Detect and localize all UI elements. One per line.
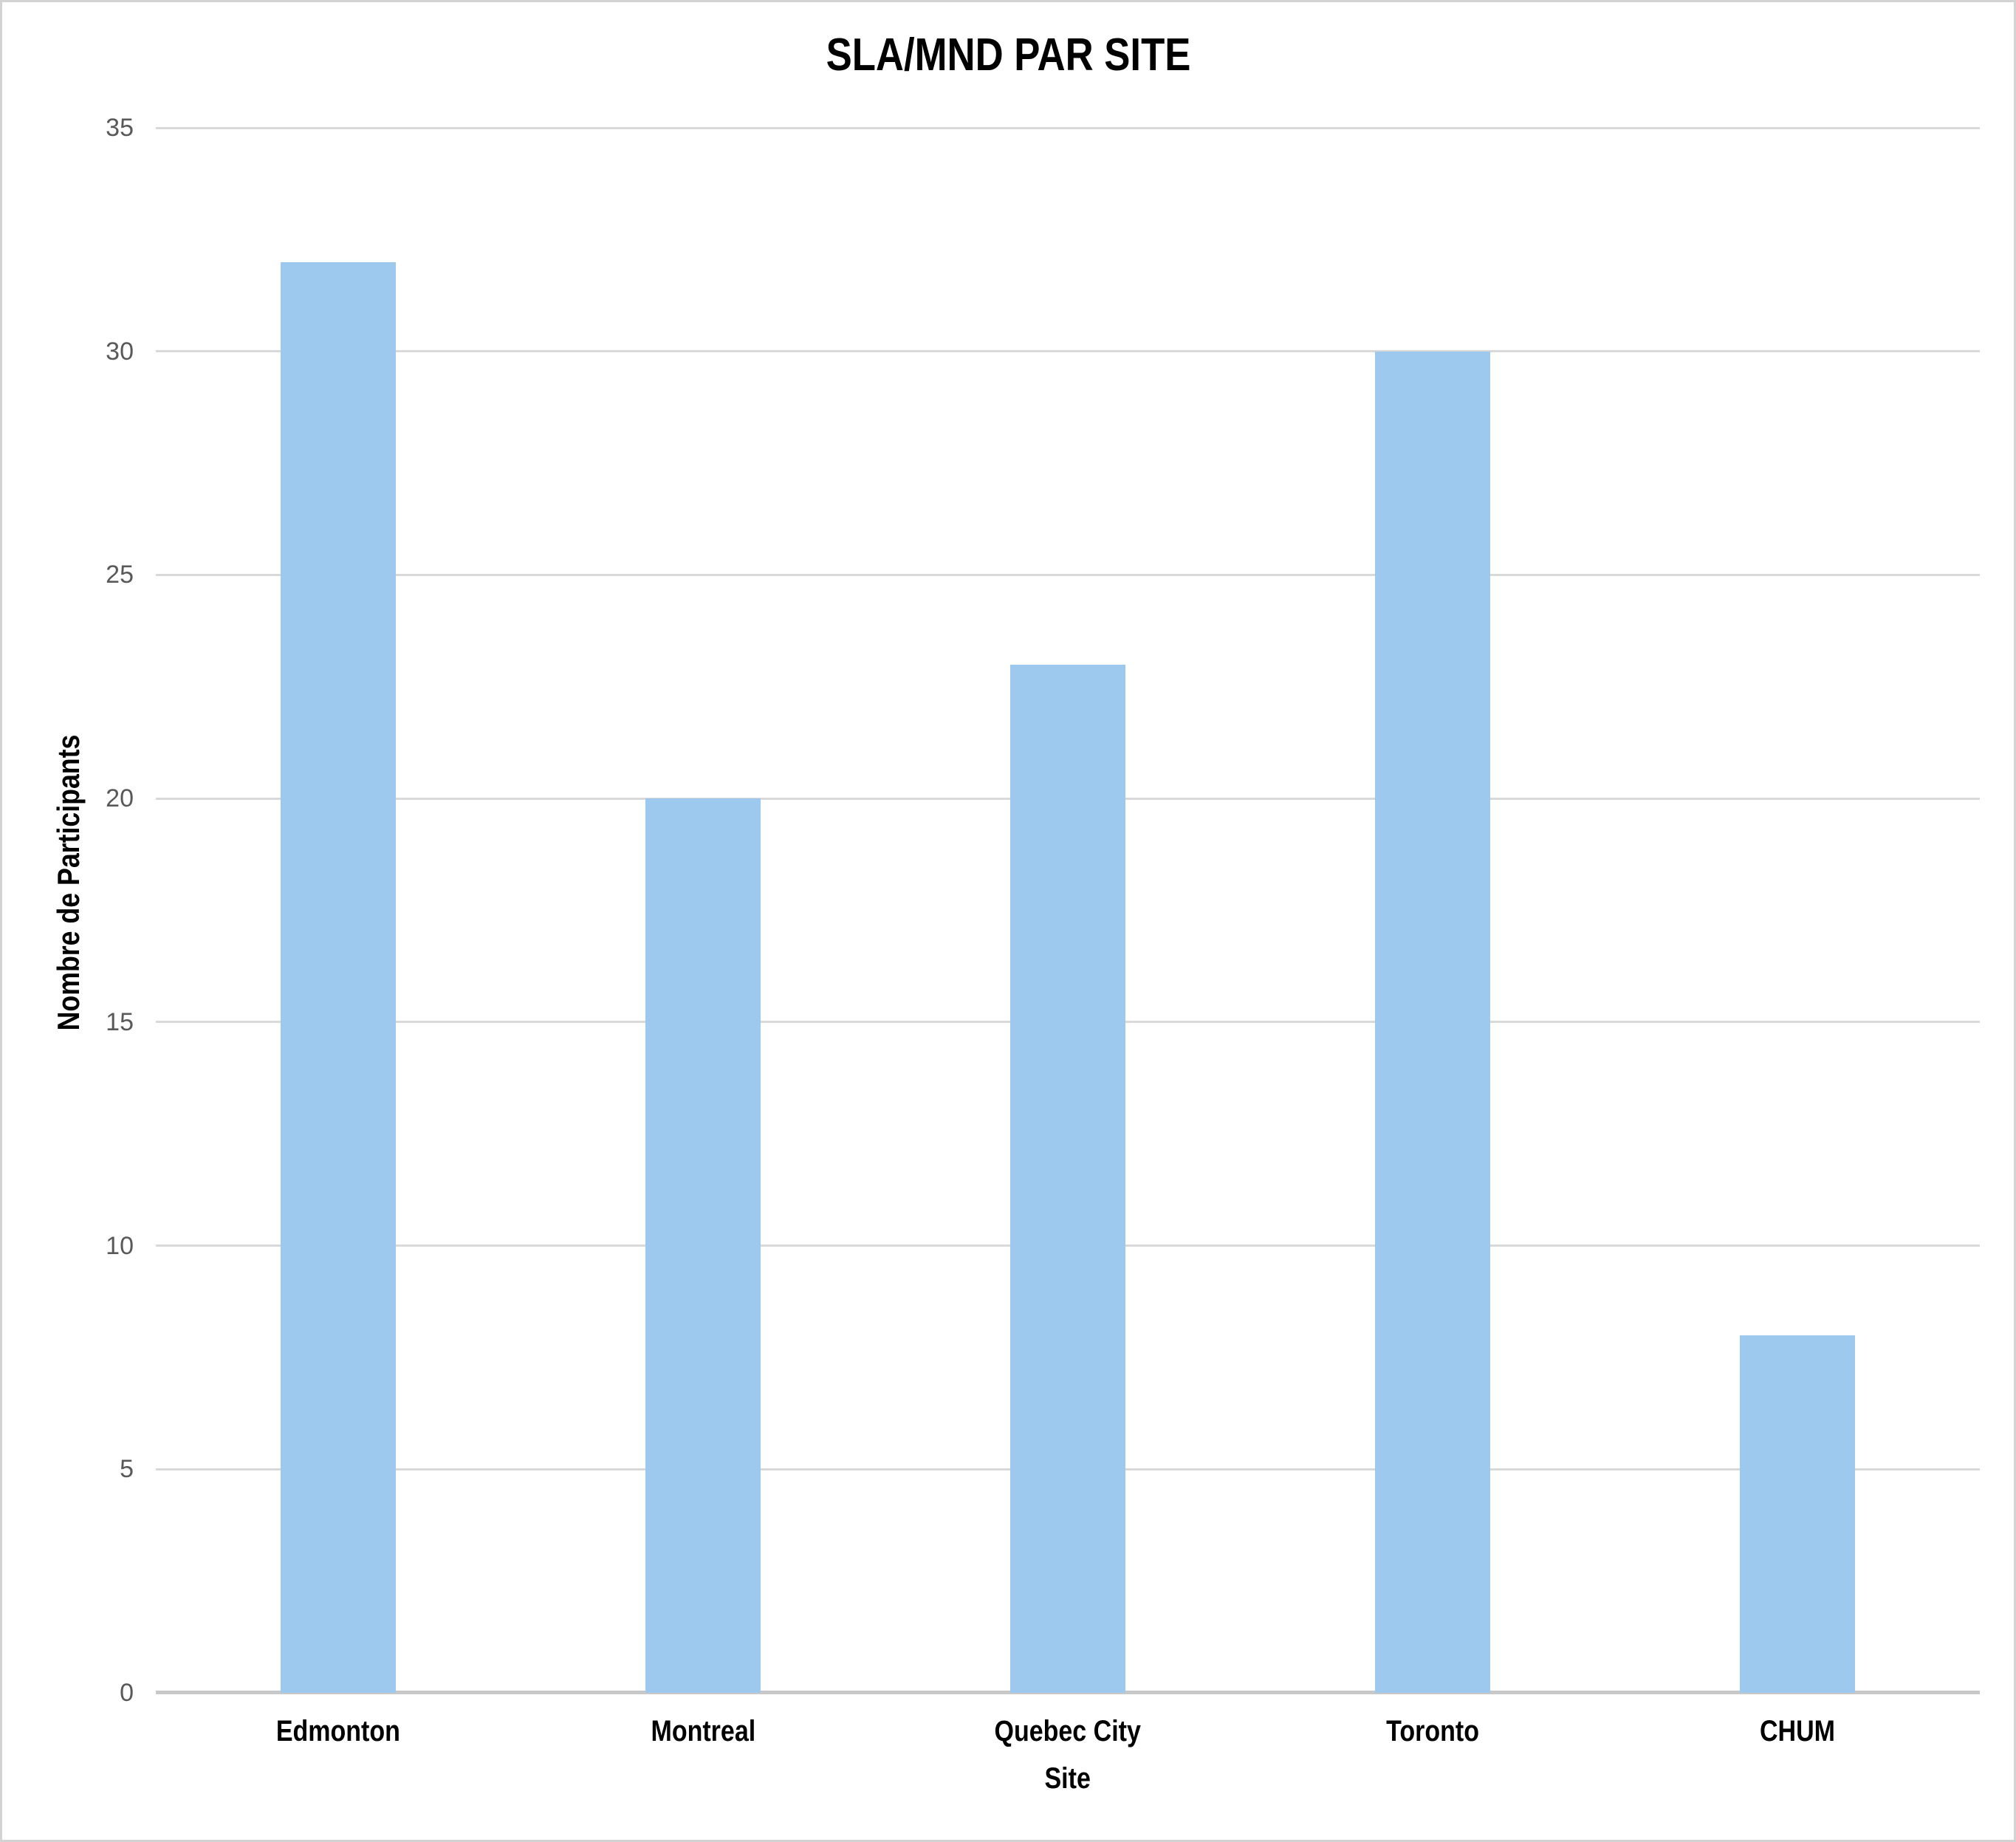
gridline-35 (156, 126, 1980, 129)
x-category-label-text-toronto: Toronto (1386, 1715, 1479, 1747)
bar-montreal (645, 798, 761, 1693)
y-tick-label-15: 15 (106, 1007, 134, 1036)
chart-title: SLA/MND PAR SITE (2, 24, 2014, 86)
plot-area (156, 126, 1980, 1694)
chart-title-text: SLA/MND PAR SITE (826, 30, 1190, 81)
x-axis-category-labels: Edmonton Montreal Quebec City Toronto CHUM (156, 1711, 1980, 1752)
y-tick-label-10: 10 (106, 1231, 134, 1260)
y-axis-tick-labels: 0 5 10 15 20 25 30 35 (2, 114, 134, 1707)
bar-quebec-city (1010, 664, 1125, 1693)
x-category-label-toronto: Toronto (1250, 1711, 1615, 1752)
gridline-30 (156, 350, 1980, 353)
y-tick-label-20: 20 (106, 784, 134, 813)
bar-toronto (1375, 351, 1490, 1693)
x-category-label-text-quebec-city: Quebec City (994, 1715, 1142, 1747)
y-tick-label-5: 5 (120, 1455, 134, 1484)
x-category-label-chum: CHUM (1615, 1711, 1980, 1752)
x-axis-title: Site (156, 1758, 1980, 1799)
gridline-25 (156, 573, 1980, 576)
x-category-label-quebec-city: Quebec City (885, 1711, 1250, 1752)
x-category-label-text-montreal: Montreal (651, 1715, 755, 1747)
x-category-label-edmonton: Edmonton (156, 1711, 521, 1752)
y-tick-label-0: 0 (120, 1679, 134, 1707)
bar-edmonton (281, 261, 396, 1693)
x-axis-title-text: Site (1044, 1762, 1091, 1795)
y-tick-label-30: 30 (106, 337, 134, 366)
y-tick-label-35: 35 (106, 114, 134, 142)
y-tick-label-25: 25 (106, 561, 134, 589)
bar-chum (1740, 1335, 1855, 1693)
x-category-label-text-chum: CHUM (1759, 1715, 1835, 1747)
x-category-label-text-edmonton: Edmonton (275, 1715, 401, 1747)
x-category-label-montreal: Montreal (521, 1711, 885, 1752)
